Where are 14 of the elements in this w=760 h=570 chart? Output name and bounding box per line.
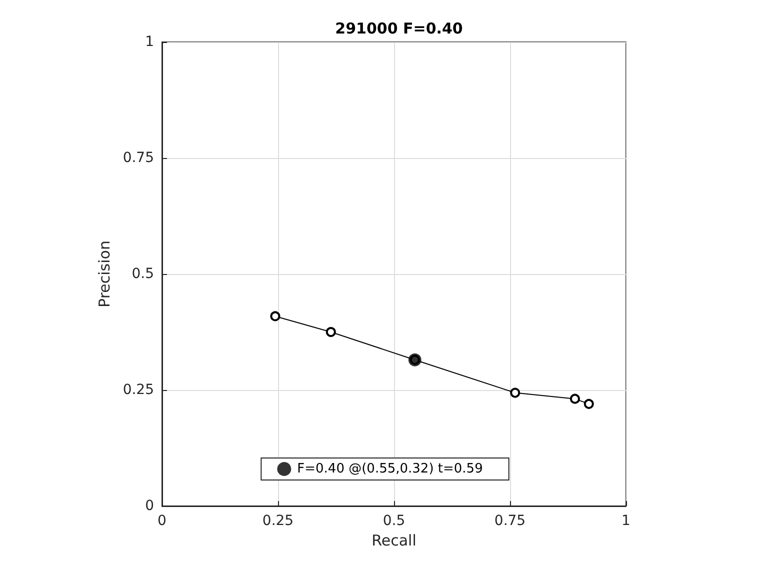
y-tick-label: 0.5 [132, 266, 154, 282]
chart-title: 291000 F=0.40 [335, 20, 463, 38]
y-tick-label: 0.75 [122, 150, 154, 166]
y-axis-title: Precision [95, 240, 114, 308]
x-tick-label: 1 [622, 513, 630, 529]
y-tick-label: 0 [145, 498, 154, 514]
x-tick-label: 0 [158, 513, 166, 529]
x-axis-title: Recall [372, 531, 416, 550]
x-tick-label: 0.75 [494, 513, 526, 529]
legend-label: F=0.40 @(0.55,0.32) t=0.59 [297, 462, 483, 476]
y-tick-label: 0.25 [122, 382, 154, 398]
x-tick-label: 0.25 [262, 513, 294, 529]
x-tick-label: 0.5 [382, 513, 406, 529]
y-tick-label: 1 [145, 34, 154, 50]
